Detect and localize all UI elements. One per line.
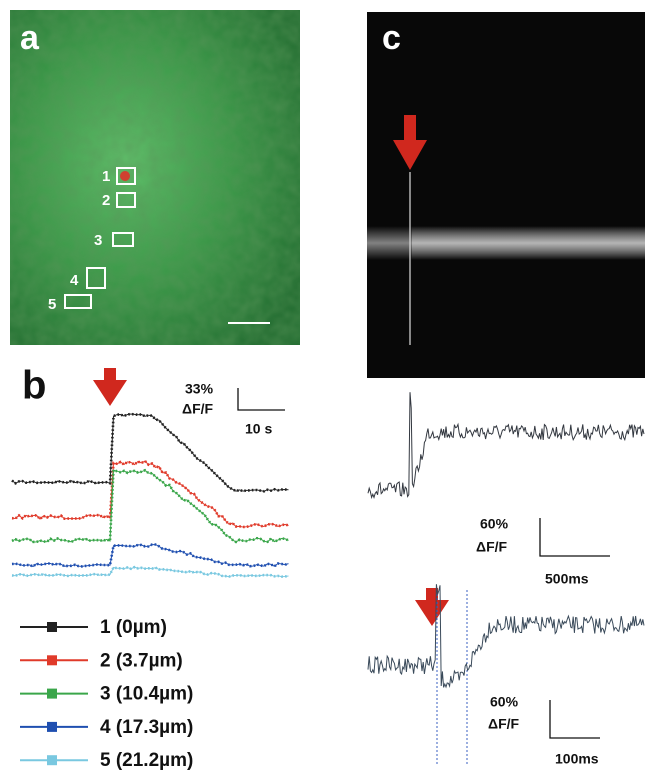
roi-label: 4	[70, 272, 79, 289]
scale-x-label: 500ms	[545, 571, 589, 587]
legend-marker	[47, 755, 57, 766]
micrograph-texture	[10, 10, 300, 345]
scale-x-label: 10 s	[245, 421, 272, 437]
trace	[367, 392, 645, 500]
legend-marker	[47, 688, 57, 699]
legend-marker	[47, 622, 57, 632]
linescan	[367, 12, 645, 378]
trace	[367, 584, 645, 689]
legend-marker	[47, 655, 57, 666]
trace	[11, 460, 289, 528]
scale-unit: ΔF/F	[476, 539, 508, 555]
panel-label: b	[22, 364, 46, 408]
arrow	[93, 368, 127, 406]
panel-label: c	[382, 19, 401, 57]
arrow	[415, 588, 449, 626]
roi-box	[112, 232, 134, 247]
roi-boxes	[64, 167, 136, 309]
trace	[11, 469, 289, 543]
legend-label: 4 (17.3µm)	[100, 717, 193, 738]
scale-unit: ΔF/F	[182, 401, 214, 417]
dashed-markers	[436, 590, 468, 765]
trace-dots	[11, 543, 289, 569]
scale-bar	[539, 518, 610, 557]
legend-marker	[47, 721, 57, 732]
legend: 1 (0µm) 2 (3.7µm) 3 (10.4µm) 4 (17.3µm) 5 (2…	[20, 617, 193, 771]
trace-dots	[11, 468, 290, 544]
roi-box	[116, 192, 136, 208]
roi-box	[64, 294, 92, 309]
panel-label: a	[20, 19, 40, 57]
roi-box	[86, 267, 106, 289]
legend-label: 5 (21.2µm)	[100, 750, 193, 771]
roi-box	[116, 167, 136, 185]
trace-dots	[11, 459, 289, 529]
roi-labels: 1 2 3 4 5	[48, 168, 110, 313]
roi-label: 5	[48, 296, 56, 313]
scale: 33% ΔF/F 10 s 60% ΔF/F 500ms 60% ΔF/F 10…	[182, 381, 599, 767]
arrow	[393, 115, 427, 170]
scale-bar	[237, 388, 285, 411]
trace	[11, 544, 289, 568]
scale-unit: ΔF/F	[488, 716, 520, 732]
linescan-band	[412, 226, 645, 260]
scale-x-label: 100ms	[555, 751, 599, 767]
traces	[11, 392, 645, 689]
legend-label: 1 (0µm)	[100, 617, 167, 638]
legend-label: 2 (3.7µm)	[100, 650, 183, 671]
scale-y-label: 33%	[185, 381, 214, 397]
roi-label: 1	[102, 168, 110, 185]
scale-bar	[549, 700, 600, 739]
trace	[11, 413, 289, 492]
roi-label: 2	[102, 192, 110, 209]
pipette-tip	[120, 171, 130, 181]
legend-label: 3 (10.4µm)	[100, 684, 193, 705]
trace	[11, 566, 289, 578]
scale-y-label: 60%	[480, 516, 509, 532]
scale-bars	[237, 388, 610, 739]
scale-y-label: 60%	[490, 694, 519, 710]
roi-label: 3	[94, 232, 102, 249]
